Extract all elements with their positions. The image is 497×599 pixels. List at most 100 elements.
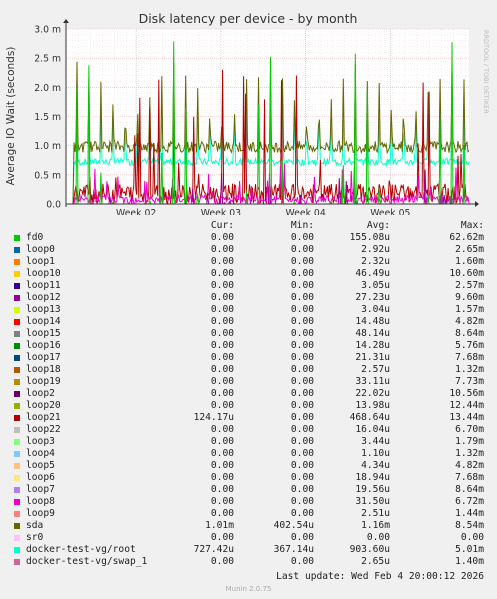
legend-min: 367.14u [273, 544, 314, 555]
legend-min: 0.00 [290, 376, 314, 387]
legend-avg: 0.00 [366, 532, 390, 543]
legend-min: 0.00 [290, 364, 314, 375]
legend-min: 0.00 [290, 340, 314, 351]
legend-col-cur: Cur: [210, 220, 234, 231]
legend-name: loop21 [26, 412, 61, 423]
legend-avg: 2.57u [361, 364, 390, 375]
legend-max: 62.62m [449, 232, 484, 243]
series-sda [66, 61, 470, 205]
legend-row: loop6 0.00 0.00 18.94u 7.68m [0, 472, 497, 484]
legend-avg: 16.04u [355, 424, 390, 435]
legend-name: loop18 [26, 364, 61, 375]
legend-min: 0.00 [290, 412, 314, 423]
legend-min: 0.00 [290, 316, 314, 327]
legend-max: 7.68m [455, 352, 484, 363]
legend-row: loop1 0.00 0.00 2.32u 1.60m [0, 256, 497, 268]
y-tick-label: 2.0 m [34, 83, 61, 94]
legend-cur: 0.00 [210, 292, 234, 303]
legend-max: 1.60m [455, 256, 484, 267]
legend-avg: 4.34u [361, 460, 390, 471]
legend-min: 0.00 [290, 268, 314, 279]
legend-min: 0.00 [290, 280, 314, 291]
legend-cur: 0.00 [210, 400, 234, 411]
legend-swatch [14, 439, 20, 445]
legend-swatch [14, 475, 20, 481]
legend-row: loop14 0.00 0.00 14.48u 4.82m [0, 316, 497, 328]
legend-cur: 0.00 [210, 364, 234, 375]
legend-cur: 0.00 [210, 472, 234, 483]
last-update: Last update: Wed Feb 4 20:00:12 2026 [276, 571, 484, 582]
legend-min: 0.00 [290, 448, 314, 459]
plot-background [66, 29, 469, 204]
legend-row: docker-test-vg/root 727.42u 367.14u 903.60u… [0, 544, 497, 556]
legend-swatch [14, 319, 20, 325]
legend-name: loop9 [26, 508, 55, 519]
legend-avg: 46.49u [355, 268, 390, 279]
legend-max: 9.60m [455, 292, 484, 303]
legend-cur: 1.01m [205, 520, 234, 531]
legend-name: loop2 [26, 388, 55, 399]
legend-avg: 2.92u [361, 244, 390, 255]
legend: Cur: Min: Avg: Max: fd0 0.00 0.00 155.08u 62… [0, 220, 497, 568]
legend-cur: 0.00 [210, 316, 234, 327]
y-axis-label: Average IO Wait (seconds) [5, 47, 17, 186]
legend-row: loop19 0.00 0.00 33.11u 7.73m [0, 376, 497, 388]
legend-row: loop13 0.00 0.00 3.04u 1.57m [0, 304, 497, 316]
legend-name: loop8 [26, 496, 55, 507]
legend-row: loop20 0.00 0.00 13.98u 12.44m [0, 400, 497, 412]
legend-avg: 155.08u [349, 232, 390, 243]
legend-swatch [14, 415, 20, 421]
legend-max: 0.00 [460, 532, 484, 543]
legend-rows: fd0 0.00 0.00 155.08u 62.62m loop0 0.00 0.00 2.9… [0, 232, 497, 568]
legend-avg: 903.60u [349, 544, 390, 555]
legend-name: loop3 [26, 436, 55, 447]
legend-max: 1.79m [455, 436, 484, 447]
legend-min: 0.00 [290, 232, 314, 243]
legend-cur: 0.00 [210, 268, 234, 279]
legend-min: 0.00 [290, 388, 314, 399]
legend-cur: 0.00 [210, 280, 234, 291]
legend-name: loop4 [26, 448, 55, 459]
legend-row: loop12 0.00 0.00 27.23u 9.60m [0, 292, 497, 304]
legend-avg: 2.51u [361, 508, 390, 519]
legend-name: loop13 [26, 304, 61, 315]
legend-avg: 468.64u [349, 412, 390, 423]
legend-max: 7.73m [455, 376, 484, 387]
legend-row: loop21 124.17u 0.00 468.64u 13.44m [0, 412, 497, 424]
chart-title: Disk latency per device - by month [139, 11, 358, 26]
series-docker-test-vg-root [66, 83, 470, 205]
legend-row: loop3 0.00 0.00 3.44u 1.79m [0, 436, 497, 448]
rrdtool-credit: RRDTOOL / TOBI OETIKER [482, 30, 490, 114]
legend-max: 13.44m [449, 412, 484, 423]
legend-max: 8.64m [455, 328, 484, 339]
legend-row: sr0 0.00 0.00 0.00 0.00 [0, 532, 497, 544]
legend-name: docker-test-vg/root [26, 544, 136, 555]
legend-min: 0.00 [290, 304, 314, 315]
legend-avg: 3.05u [361, 280, 390, 291]
legend-cur: 727.42u [193, 544, 234, 555]
legend-cur: 0.00 [210, 340, 234, 351]
x-tick-label: Week 05 [370, 208, 410, 215]
legend-min: 0.00 [290, 328, 314, 339]
legend-name: loop20 [26, 400, 61, 411]
legend-name: fd0 [26, 232, 44, 243]
legend-max: 2.57m [455, 280, 484, 291]
legend-min: 402.54u [273, 520, 314, 531]
x-tick-label: Week 03 [201, 208, 241, 215]
legend-name: loop22 [26, 424, 61, 435]
legend-row: loop5 0.00 0.00 4.34u 4.82m [0, 460, 497, 472]
legend-col-avg: Avg: [366, 220, 390, 231]
legend-row: loop9 0.00 0.00 2.51u 1.44m [0, 508, 497, 520]
legend-max: 1.32m [455, 364, 484, 375]
legend-avg: 2.65u [361, 556, 390, 567]
y-axis-arrow [63, 19, 69, 23]
legend-max: 7.68m [455, 472, 484, 483]
legend-cur: 0.00 [210, 352, 234, 363]
legend-max: 1.44m [455, 508, 484, 519]
legend-name: loop16 [26, 340, 61, 351]
legend-cur: 0.00 [210, 244, 234, 255]
legend-row: loop18 0.00 0.00 2.57u 1.32m [0, 364, 497, 376]
legend-cur: 0.00 [210, 532, 234, 543]
latency-chart: 0.0 0.5 m 1.0 m 1.5 m 2.0 m 2.5 m 3.0 m Week 02… [5, 11, 490, 215]
legend-name: sda [26, 520, 44, 531]
